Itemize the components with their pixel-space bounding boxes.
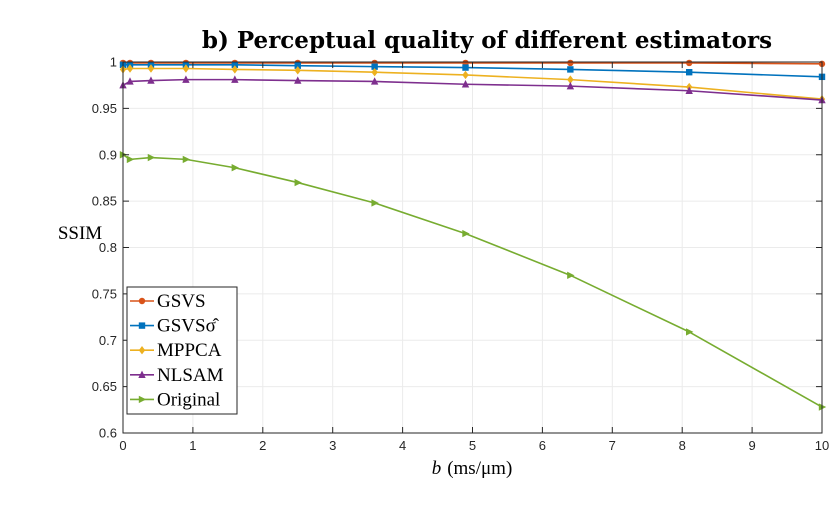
data-point [371,68,378,77]
data-point [231,65,239,74]
data-point [294,178,302,187]
x-axis-label: b (ms/μm) [432,458,513,479]
data-point [685,328,694,336]
data-point [685,86,693,94]
data-point [182,155,191,164]
data-point [566,81,575,90]
data-point [231,75,239,83]
x-tick-label: 0 [119,438,126,453]
x-tick-label: 1 [189,438,196,453]
data-point [462,229,470,238]
data-point [371,63,378,70]
data-point [462,64,469,71]
data-point [567,75,574,84]
y-tick-label: 0.85 [92,194,117,209]
data-point [370,77,379,85]
data-point [182,75,190,83]
data-point [182,64,190,73]
legend-swatch-marker [138,346,146,355]
y-tick-label: 0.75 [92,286,117,301]
data-point [147,64,155,73]
x-tick-label: 4 [399,438,406,453]
legend-label: MPPCA [157,340,222,361]
x-axis-label-var: b [432,458,442,479]
data-point [126,64,134,73]
legend-swatch-marker [138,297,146,305]
legend-label: NLSAM [157,365,224,386]
x-tick-label: 7 [609,438,616,453]
x-tick-label: 5 [469,438,476,453]
legend-swatch-marker [138,395,147,404]
x-tick-label: 3 [329,438,336,453]
data-point [462,70,469,80]
data-point [126,77,134,85]
y-axis-label: SSIM [58,223,102,244]
x-axis-label-units: (ms/μm) [447,458,512,479]
legend-label: Original [157,389,220,410]
y-tick-label: 0.8 [99,240,117,255]
x-tick-label: 9 [748,438,755,453]
y-tick-label: 0.95 [92,101,117,116]
y-tick-label: 1 [110,55,117,70]
y-tick-label: 0.65 [92,379,117,394]
data-point [685,69,693,76]
data-point [126,155,135,164]
chart-title: b) Perceptual quality of different estim… [202,27,772,54]
y-tick-label: 0.7 [99,333,117,348]
x-axis: 0 1 2 3 4 5 6 7 8 9 10 [119,62,829,453]
data-point [567,271,575,280]
data-point [294,76,302,84]
y-tick-label: 0.9 [99,147,117,162]
legend-label: GSVSσ̂ [157,316,219,337]
y-tick-label: 0.6 [99,426,117,441]
x-tick-label: 8 [679,438,686,453]
legend: GSVS GSVSσ̂ MPPCA NLSAM Original [126,286,238,415]
data-point [147,153,156,162]
legend-label: GSVS [157,291,206,312]
data-point [294,66,301,75]
x-tick-label: 10 [815,438,829,453]
data-point [231,61,239,68]
data-point [147,76,155,84]
data-point [231,164,240,172]
legend-swatch-marker [138,322,146,329]
data-point [685,59,693,67]
data-point [567,59,574,67]
data-point [371,199,379,207]
data-point [567,66,574,73]
series-original [119,151,827,411]
data-point [461,80,470,88]
x-tick-label: 6 [539,438,546,453]
data-point [294,62,301,69]
series-mppca [119,64,826,104]
legend-swatch-marker [138,370,146,378]
y-axis: 0.6 0.65 0.7 0.75 0.8 0.85 0.9 0.95 1 [92,55,822,441]
x-tick-label: 2 [259,438,266,453]
